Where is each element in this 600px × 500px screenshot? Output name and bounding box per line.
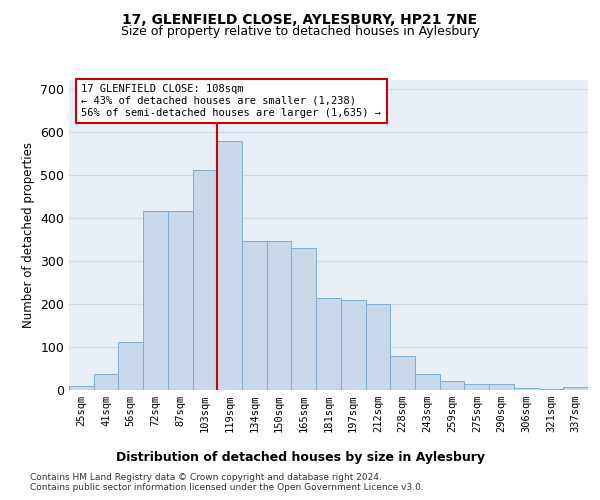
Bar — [118, 342, 143, 390]
Text: 17 GLENFIELD CLOSE: 108sqm
← 43% of detached houses are smaller (1,238)
56% of s: 17 GLENFIELD CLOSE: 108sqm ← 43% of deta… — [82, 84, 382, 117]
Bar — [539, 389, 563, 390]
Bar — [94, 374, 118, 390]
Text: Distribution of detached houses by size in Aylesbury: Distribution of detached houses by size … — [115, 451, 485, 464]
Bar — [242, 242, 267, 390]
Text: Size of property relative to detached houses in Aylesbury: Size of property relative to detached ho… — [121, 25, 479, 38]
Bar — [69, 386, 94, 390]
Bar — [316, 298, 341, 390]
Bar — [489, 384, 514, 390]
Bar — [143, 212, 168, 390]
Bar — [390, 356, 415, 390]
Bar — [168, 212, 193, 390]
Text: 17, GLENFIELD CLOSE, AYLESBURY, HP21 7NE: 17, GLENFIELD CLOSE, AYLESBURY, HP21 7NE — [122, 12, 478, 26]
Bar — [267, 242, 292, 390]
Bar — [563, 386, 588, 390]
Bar — [193, 170, 217, 390]
Y-axis label: Number of detached properties: Number of detached properties — [22, 142, 35, 328]
Bar — [464, 384, 489, 390]
Bar — [440, 382, 464, 390]
Bar — [217, 141, 242, 390]
Bar — [341, 300, 365, 390]
Bar — [292, 248, 316, 390]
Bar — [365, 304, 390, 390]
Text: Contains HM Land Registry data © Crown copyright and database right 2024.
Contai: Contains HM Land Registry data © Crown c… — [30, 472, 424, 492]
Bar — [514, 388, 539, 390]
Bar — [415, 374, 440, 390]
